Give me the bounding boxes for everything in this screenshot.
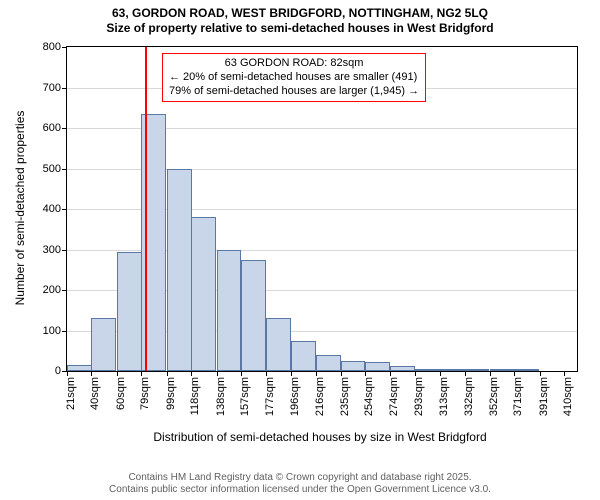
ytick-label: 600 [43, 122, 67, 134]
footnote-line-1: Contains HM Land Registry data © Crown c… [0, 472, 600, 484]
histogram-bar [217, 250, 242, 372]
histogram-plot: 010020030040050060070080021sqm40sqm60sqm… [66, 46, 578, 372]
ytick-label: 700 [43, 82, 67, 94]
xtick-mark [67, 371, 68, 376]
xtick-label: 196sqm [289, 377, 301, 416]
histogram-bar [415, 369, 440, 371]
xtick-label: 391sqm [538, 377, 550, 416]
xtick-mark [540, 371, 541, 376]
xtick-label: 216sqm [314, 377, 326, 416]
xtick-mark [291, 371, 292, 376]
xtick-label: 274sqm [388, 377, 400, 416]
histogram-bar [167, 169, 192, 372]
xtick-label: 99sqm [165, 377, 177, 410]
chart-title: 63, GORDON ROAD, WEST BRIDGFORD, NOTTING… [0, 0, 600, 36]
xtick-mark [217, 371, 218, 376]
xtick-label: 138sqm [215, 377, 227, 416]
y-axis-label: Number of semi-detached properties [13, 111, 27, 306]
xtick-label: 352sqm [488, 377, 500, 416]
ytick-label: 300 [43, 244, 67, 256]
xtick-label: 332sqm [463, 377, 475, 416]
xtick-label: 40sqm [89, 377, 101, 410]
xtick-label: 293sqm [413, 377, 425, 416]
xtick-mark [141, 371, 142, 376]
histogram-bar [365, 362, 390, 371]
histogram-bar [91, 318, 116, 371]
xtick-label: 79sqm [139, 377, 151, 410]
histogram-bar [291, 341, 316, 371]
ytick-label: 400 [43, 203, 67, 215]
xtick-label: 313sqm [438, 377, 450, 416]
xtick-label: 118sqm [189, 377, 201, 415]
histogram-bar [440, 369, 465, 371]
xtick-label: 254sqm [363, 377, 375, 416]
title-line-2: Size of property relative to semi-detach… [0, 21, 600, 36]
title-line-1: 63, GORDON ROAD, WEST BRIDGFORD, NOTTING… [0, 6, 600, 21]
histogram-bar [514, 369, 539, 371]
callout-line-1: 63 GORDON ROAD: 82sqm [169, 57, 419, 71]
histogram-bar [390, 366, 415, 371]
xtick-mark [490, 371, 491, 376]
xtick-mark [341, 371, 342, 376]
xtick-mark [514, 371, 515, 376]
xtick-label: 157sqm [239, 377, 251, 416]
xtick-mark [266, 371, 267, 376]
reference-line [145, 47, 147, 371]
xtick-label: 60sqm [115, 377, 127, 410]
footnote-line-2: Contains public sector information licen… [0, 484, 600, 496]
x-axis-label: Distribution of semi-detached houses by … [153, 430, 486, 444]
footnote: Contains HM Land Registry data © Crown c… [0, 472, 600, 496]
xtick-label: 21sqm [65, 377, 77, 410]
xtick-mark [316, 371, 317, 376]
callout-box: 63 GORDON ROAD: 82sqm ← 20% of semi-deta… [162, 53, 426, 102]
callout-line-3: 79% of semi-detached houses are larger (… [169, 85, 419, 99]
xtick-mark [365, 371, 366, 376]
xtick-mark [167, 371, 168, 376]
histogram-bar [490, 369, 515, 371]
histogram-bar [191, 217, 216, 371]
histogram-bar [117, 252, 142, 371]
xtick-mark [241, 371, 242, 376]
ytick-label: 0 [55, 365, 67, 377]
ytick-label: 200 [43, 284, 67, 296]
histogram-bar [266, 318, 291, 371]
histogram-bar [67, 365, 92, 371]
xtick-mark [564, 371, 565, 376]
histogram-bar [316, 355, 341, 371]
xtick-label: 410sqm [562, 377, 574, 416]
xtick-label: 235sqm [339, 377, 351, 416]
xtick-mark [465, 371, 466, 376]
xtick-label: 177sqm [264, 377, 276, 416]
histogram-bar [341, 361, 366, 371]
xtick-mark [117, 371, 118, 376]
xtick-mark [91, 371, 92, 376]
callout-line-2: ← 20% of semi-detached houses are smalle… [169, 71, 419, 85]
ytick-label: 800 [43, 41, 67, 53]
histogram-bar [465, 369, 490, 371]
ytick-label: 100 [43, 325, 67, 337]
xtick-mark [440, 371, 441, 376]
histogram-bar [241, 260, 266, 371]
xtick-mark [415, 371, 416, 376]
ytick-label: 500 [43, 163, 67, 175]
xtick-mark [191, 371, 192, 376]
xtick-mark [390, 371, 391, 376]
xtick-label: 371sqm [512, 377, 524, 416]
